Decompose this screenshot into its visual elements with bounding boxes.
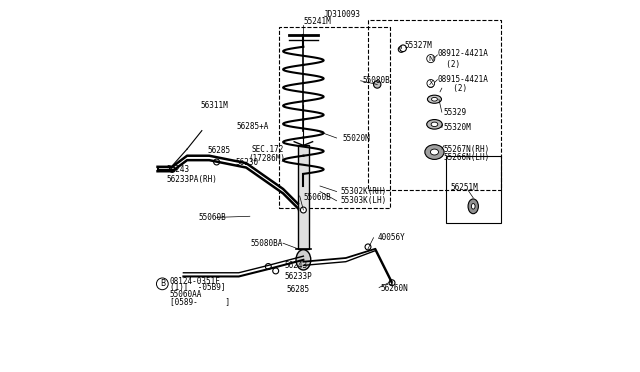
Text: 55327M: 55327M bbox=[405, 41, 433, 50]
Text: 08915-4421A: 08915-4421A bbox=[437, 75, 488, 84]
Text: 56285: 56285 bbox=[207, 147, 230, 155]
Text: (1)[  -05B9]: (1)[ -05B9] bbox=[170, 283, 225, 292]
Text: 56285: 56285 bbox=[287, 285, 310, 294]
Text: 56260N: 56260N bbox=[381, 284, 409, 293]
Text: 08124-0351F: 08124-0351F bbox=[170, 277, 221, 286]
Text: 56230: 56230 bbox=[235, 157, 258, 167]
Text: 55020M: 55020M bbox=[342, 134, 370, 142]
Text: (2): (2) bbox=[444, 84, 467, 93]
Text: 55302K(RH): 55302K(RH) bbox=[340, 187, 387, 196]
Ellipse shape bbox=[431, 97, 437, 101]
Circle shape bbox=[300, 207, 307, 213]
Bar bbox=[368, 20, 501, 190]
Text: 55080BA: 55080BA bbox=[251, 239, 283, 248]
Ellipse shape bbox=[430, 149, 438, 155]
Text: 40056Y: 40056Y bbox=[377, 233, 405, 242]
Text: 08912-4421A: 08912-4421A bbox=[437, 49, 488, 58]
Circle shape bbox=[398, 46, 404, 52]
Circle shape bbox=[428, 56, 434, 62]
Ellipse shape bbox=[428, 95, 442, 103]
Circle shape bbox=[428, 81, 434, 87]
Circle shape bbox=[400, 45, 406, 52]
Text: 56311M: 56311M bbox=[200, 101, 228, 110]
Text: B: B bbox=[160, 279, 165, 288]
Circle shape bbox=[374, 81, 381, 88]
Ellipse shape bbox=[468, 199, 478, 214]
Circle shape bbox=[266, 263, 271, 269]
Circle shape bbox=[389, 280, 395, 286]
Text: SEC.172: SEC.172 bbox=[252, 145, 284, 154]
Ellipse shape bbox=[431, 122, 438, 126]
Text: JD310093: JD310093 bbox=[324, 10, 360, 19]
Ellipse shape bbox=[425, 145, 444, 160]
Text: X: X bbox=[428, 80, 433, 86]
Text: 56243: 56243 bbox=[285, 261, 308, 270]
Text: 55329: 55329 bbox=[444, 108, 467, 117]
Circle shape bbox=[273, 268, 278, 274]
Bar bbox=[298, 145, 309, 249]
Text: [0589-      ]: [0589- ] bbox=[170, 297, 230, 306]
Circle shape bbox=[214, 159, 220, 165]
Bar bbox=[445, 157, 501, 223]
Text: 56233PA(RH): 56233PA(RH) bbox=[167, 175, 218, 184]
Text: 55080B: 55080B bbox=[362, 76, 390, 85]
Text: 55060B: 55060B bbox=[303, 193, 331, 202]
Ellipse shape bbox=[427, 119, 442, 129]
Bar bbox=[280, 27, 390, 208]
Text: 56285+A: 56285+A bbox=[237, 122, 269, 131]
Text: (17286M): (17286M) bbox=[248, 154, 285, 163]
Text: 56233P: 56233P bbox=[285, 272, 313, 281]
Text: N: N bbox=[428, 56, 433, 62]
Text: 55060B: 55060B bbox=[198, 213, 226, 222]
Circle shape bbox=[365, 244, 371, 250]
Text: 55320M: 55320M bbox=[444, 123, 472, 132]
Ellipse shape bbox=[472, 203, 475, 209]
Text: 56251M: 56251M bbox=[450, 183, 478, 192]
Text: 55267N(RH): 55267N(RH) bbox=[444, 145, 490, 154]
Text: 55241M: 55241M bbox=[303, 17, 331, 26]
Ellipse shape bbox=[296, 250, 311, 270]
Text: 56243: 56243 bbox=[167, 165, 190, 174]
Text: (2): (2) bbox=[437, 60, 461, 70]
Circle shape bbox=[170, 166, 175, 172]
Text: 55266N(LH): 55266N(LH) bbox=[444, 153, 490, 162]
Text: 55303K(LH): 55303K(LH) bbox=[340, 196, 387, 205]
Text: 55060AA: 55060AA bbox=[170, 291, 202, 299]
